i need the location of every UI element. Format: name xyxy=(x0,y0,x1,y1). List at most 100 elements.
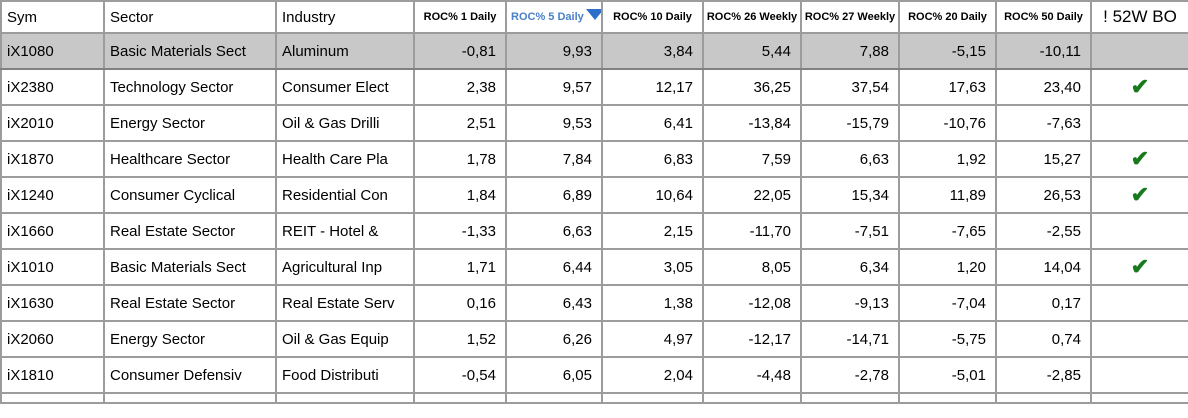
cell-roc1[interactable]: 1,84 xyxy=(413,176,507,214)
cell-roc26w[interactable]: -13,84 xyxy=(702,104,802,142)
cell-roc20[interactable]: -5,01 xyxy=(898,356,997,394)
cell-roc26w[interactable]: -11,70 xyxy=(702,212,802,250)
cell-roc50[interactable]: -7,63 xyxy=(995,104,1092,142)
cell-roc5[interactable]: 6,05 xyxy=(505,356,603,394)
cell-roc5[interactable]: 9,53 xyxy=(505,104,603,142)
table-row[interactable]: iX1810 Consumer Defensiv Food Distributi -0… xyxy=(0,356,1188,394)
table-row[interactable]: iX1240 Consumer Cyclical Residential Con 1,… xyxy=(0,176,1188,214)
cell-sector[interactable]: Healthcare Sector xyxy=(103,140,277,178)
cell-sym[interactable]: iX1810 xyxy=(0,356,105,394)
cell-roc27w[interactable]: 7,88 xyxy=(800,32,900,70)
cell-roc26w[interactable]: 22,05 xyxy=(702,176,802,214)
cell-sector[interactable]: Technology Sector xyxy=(103,68,277,106)
column-header-roc10[interactable]: ROC% 10 Daily xyxy=(601,0,704,34)
cell-roc1[interactable]: 0,16 xyxy=(413,284,507,322)
cell-sym[interactable]: iX1010 xyxy=(0,248,105,286)
cell-roc10[interactable]: 2,04 xyxy=(601,356,704,394)
table-row[interactable]: iX2380 Technology Sector Consumer Elect 2,3… xyxy=(0,68,1188,106)
cell-roc27w[interactable]: -9,13 xyxy=(800,284,900,322)
cell-roc27w[interactable]: -15,79 xyxy=(800,104,900,142)
table-row[interactable]: iX1870 Healthcare Sector Health Care Pla 1,… xyxy=(0,140,1188,178)
cell-roc27w[interactable]: -14,71 xyxy=(800,320,900,358)
cell-roc1[interactable]: -1,33 xyxy=(413,212,507,250)
cell-bo52w-empty[interactable] xyxy=(1090,320,1188,358)
column-header-sector[interactable]: Sector xyxy=(103,0,277,34)
cell-roc5[interactable]: 9,57 xyxy=(505,68,603,106)
cell-bo52w-empty[interactable] xyxy=(1090,32,1188,70)
cell-roc20[interactable]: -5,75 xyxy=(898,320,997,358)
cell-sym[interactable]: iX1870 xyxy=(0,140,105,178)
table-row[interactable]: iX2010 Energy Sector Oil & Gas Drilli 2,51 9… xyxy=(0,104,1188,142)
table-row[interactable]: iX2060 Energy Sector Oil & Gas Equip 1,52 6,… xyxy=(0,320,1188,358)
cell-industry[interactable]: Consumer Elect xyxy=(275,68,415,106)
checkmark-icon[interactable]: ✔ xyxy=(1090,68,1188,106)
cell-industry[interactable]: Oil & Gas Drilli xyxy=(275,104,415,142)
cell-industry[interactable]: Real Estate Serv xyxy=(275,284,415,322)
cell-sector[interactable]: Energy Sector xyxy=(103,104,277,142)
cell-roc1[interactable]: 2,51 xyxy=(413,104,507,142)
cell-roc10[interactable]: 10,64 xyxy=(601,176,704,214)
column-header-roc50[interactable]: ROC% 50 Daily xyxy=(995,0,1092,34)
cell-sector[interactable]: Consumer Defensiv xyxy=(103,356,277,394)
cell-roc27w[interactable]: -2,78 xyxy=(800,356,900,394)
cell-roc20[interactable]: 1,92 xyxy=(898,140,997,178)
cell-roc10[interactable]: 3,84 xyxy=(601,32,704,70)
cell-industry[interactable]: Health Care Pla xyxy=(275,140,415,178)
cell-roc20[interactable]: -10,76 xyxy=(898,104,997,142)
cell-sector[interactable]: Consumer Cyclical xyxy=(103,176,277,214)
column-header-bo52w[interactable]: ! 52W BO xyxy=(1090,0,1188,34)
cell-sector[interactable]: Energy Sector xyxy=(103,320,277,358)
cell-roc26w[interactable]: -12,08 xyxy=(702,284,802,322)
cell-roc27w[interactable]: 6,34 xyxy=(800,248,900,286)
cell-roc5[interactable]: 6,89 xyxy=(505,176,603,214)
cell-roc20[interactable]: -7,65 xyxy=(898,212,997,250)
cell-roc26w[interactable]: 36,25 xyxy=(702,68,802,106)
cell-roc5[interactable]: 6,43 xyxy=(505,284,603,322)
cell-roc27w[interactable]: 6,63 xyxy=(800,140,900,178)
cell-sector[interactable]: Real Estate Sector xyxy=(103,284,277,322)
checkmark-icon[interactable]: ✔ xyxy=(1090,140,1188,178)
cell-roc50[interactable]: 0,17 xyxy=(995,284,1092,322)
cell-roc5[interactable]: 6,26 xyxy=(505,320,603,358)
cell-roc5[interactable]: 7,84 xyxy=(505,140,603,178)
cell-roc10[interactable]: 6,83 xyxy=(601,140,704,178)
cell-roc50[interactable]: 26,53 xyxy=(995,176,1092,214)
cell-roc1[interactable]: 1,71 xyxy=(413,248,507,286)
column-header-industry[interactable]: Industry xyxy=(275,0,415,34)
cell-industry[interactable]: Agricultural Inp xyxy=(275,248,415,286)
cell-sector[interactable]: Basic Materials Sect xyxy=(103,32,277,70)
cell-bo52w-empty[interactable] xyxy=(1090,284,1188,322)
table-row[interactable]: iX1080 Basic Materials Sect Aluminum -0,81 9… xyxy=(0,32,1188,70)
cell-roc50[interactable]: -10,11 xyxy=(995,32,1092,70)
column-header-roc20[interactable]: ROC% 20 Daily xyxy=(898,0,997,34)
cell-roc50[interactable]: -2,85 xyxy=(995,356,1092,394)
cell-industry[interactable]: REIT - Hotel & xyxy=(275,212,415,250)
column-header-roc1[interactable]: ROC% 1 Daily xyxy=(413,0,507,34)
cell-roc27w[interactable]: 15,34 xyxy=(800,176,900,214)
cell-industry[interactable]: Oil & Gas Equip xyxy=(275,320,415,358)
cell-roc20[interactable]: 11,89 xyxy=(898,176,997,214)
cell-roc20[interactable]: 17,63 xyxy=(898,68,997,106)
cell-sym[interactable]: iX1240 xyxy=(0,176,105,214)
cell-roc10[interactable]: 1,38 xyxy=(601,284,704,322)
cell-sector[interactable]: Real Estate Sector xyxy=(103,212,277,250)
column-header-sym[interactable]: Sym xyxy=(0,0,105,34)
cell-sym[interactable]: iX1630 xyxy=(0,284,105,322)
cell-sym[interactable]: iX1080 xyxy=(0,32,105,70)
cell-industry[interactable]: Aluminum xyxy=(275,32,415,70)
cell-bo52w-empty[interactable] xyxy=(1090,212,1188,250)
cell-roc50[interactable]: -2,55 xyxy=(995,212,1092,250)
column-header-roc26w[interactable]: ROC% 26 Weekly xyxy=(702,0,802,34)
cell-roc1[interactable]: -0,54 xyxy=(413,356,507,394)
checkmark-icon[interactable]: ✔ xyxy=(1090,176,1188,214)
table-row[interactable]: iX1660 Real Estate Sector REIT - Hotel & -1… xyxy=(0,212,1188,250)
cell-roc26w[interactable]: 8,05 xyxy=(702,248,802,286)
cell-roc10[interactable]: 2,15 xyxy=(601,212,704,250)
cell-roc50[interactable]: 15,27 xyxy=(995,140,1092,178)
cell-roc5[interactable]: 6,63 xyxy=(505,212,603,250)
cell-roc50[interactable]: 14,04 xyxy=(995,248,1092,286)
cell-industry[interactable]: Residential Con xyxy=(275,176,415,214)
cell-sym[interactable]: iX2380 xyxy=(0,68,105,106)
cell-roc26w[interactable]: 5,44 xyxy=(702,32,802,70)
cell-roc10[interactable]: 4,97 xyxy=(601,320,704,358)
